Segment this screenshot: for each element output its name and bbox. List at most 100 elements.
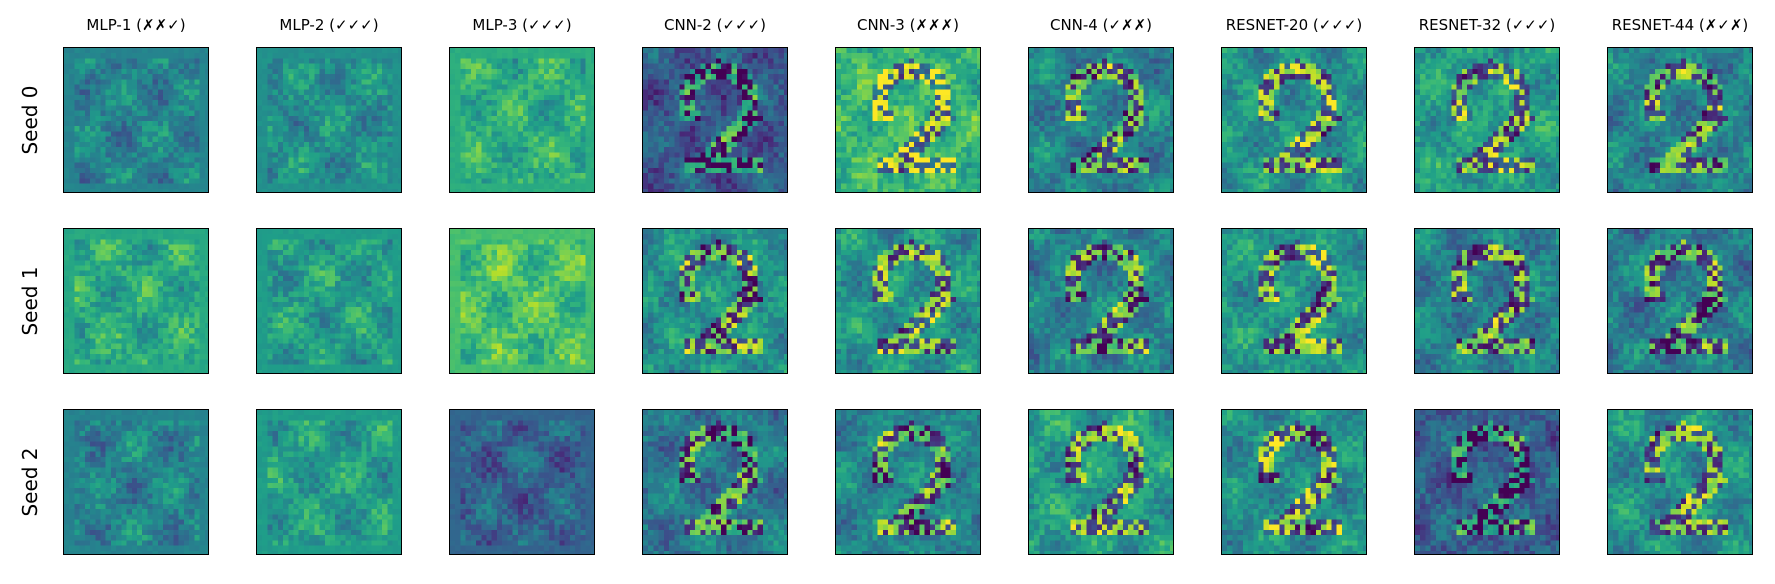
saliency-pixel [84,110,91,117]
saliency-pixel [340,162,347,169]
saliency-pixel [340,48,347,54]
saliency-pixel [1326,94,1333,101]
saliency-pixel [481,183,488,190]
saliency-pixel [74,105,81,112]
saliency-pixel [783,53,787,60]
saliency-pixel [976,152,980,159]
saliency-pixel [1154,136,1160,143]
saliency-pixel [1107,115,1114,122]
saliency-pixel [1362,53,1366,60]
saliency-pixel [1029,84,1035,91]
saliency-pixel [757,167,764,174]
saliency-pixel [747,105,754,112]
saliency-pixel [79,110,86,117]
saliency-pixel [1169,141,1173,148]
saliency-pixel [455,183,462,190]
saliency-pixel [1169,188,1173,192]
saliency-pixel [940,53,947,60]
saliency-pixel [643,74,649,80]
saliency-pixel [653,79,660,86]
saliency-pixel [324,79,331,86]
saliency-pixel [194,136,201,143]
saliency-pixel [397,178,401,185]
saliency-pixel [460,178,467,185]
saliency-pixel [199,79,206,86]
saliency-pixel [909,48,915,54]
saliency-pixel [862,188,868,192]
saliency-pixel [283,162,289,169]
saliency-pixel [1222,89,1228,96]
saliency-pixel [1321,94,1327,101]
saliency-pixel [1091,63,1098,70]
saliency-pixel [935,157,941,164]
saliency-pixel [470,58,477,65]
saliency-pixel [679,152,686,159]
saliency-pixel [1065,84,1072,91]
saliency-pixel [648,136,655,143]
saliency-pixel [303,131,310,138]
saliency-pixel [340,141,347,148]
saliency-pixel [966,94,973,101]
saliency-pixel [1128,68,1134,75]
saliency-pixel [95,178,102,185]
saliency-pixel [116,126,122,133]
saliency-pixel [585,141,592,148]
saliency-pixel [1117,162,1124,169]
saliency-pixel [502,68,508,75]
saliency-pixel [836,48,842,54]
saliency-pixel [382,53,388,60]
saliency-pixel [523,141,529,148]
saliency-pixel [1065,162,1072,169]
saliency-pixel [455,48,462,54]
saliency-pixel [324,147,331,153]
saliency-pixel [1154,94,1160,101]
saliency-pixel [1133,68,1140,75]
saliency-pixel [648,110,655,117]
saliency-pixel [877,183,884,190]
saliency-pixel [1117,110,1124,117]
saliency-pixel [183,48,190,54]
saliency-pixel [1034,167,1041,174]
saliency-pixel [882,58,889,65]
saliency-pixel [867,167,874,174]
saliency-pixel [64,63,70,70]
saliency-pixel [84,167,91,174]
saliency-pixel [856,173,863,179]
saliency-pixel [945,178,952,185]
saliency-pixel [919,105,926,112]
saliency-pixel [303,100,310,106]
saliency-pixel [783,100,787,106]
saliency-pixel [303,110,310,117]
saliency-pixel [674,173,681,179]
saliency-pixel [872,100,879,106]
saliency-pixel [976,100,980,106]
saliency-pixel [1128,63,1134,70]
saliency-pixel [330,136,336,143]
saliency-pixel [914,48,921,54]
saliency-pixel [272,68,279,75]
saliency-pixel [653,84,660,91]
saliency-pixel [940,167,947,174]
saliency-pixel [663,131,670,138]
saliency-pixel [1258,63,1265,70]
saliency-pixel [121,89,128,96]
saliency-pixel [543,94,550,101]
saliency-pixel [1070,100,1077,106]
saliency-pixel [851,147,858,153]
saliency-pixel [100,84,107,91]
saliency-pixel [476,141,482,148]
saliency-pixel [533,63,540,70]
saliency-pixel [778,48,785,54]
saliency-pixel [116,48,122,54]
saliency-pixel [1295,94,1301,101]
saliency-pixel [533,79,540,86]
saliency-pixel [309,131,315,138]
saliency-pixel [924,147,931,153]
saliency-pixel [361,53,368,60]
saliency-pixel [893,136,900,143]
saliency-pixel [898,136,905,143]
saliency-pixel [84,183,91,190]
saliency-pixel [669,121,675,127]
saliency-pixel [909,147,915,153]
saliency-pixel [507,110,514,117]
